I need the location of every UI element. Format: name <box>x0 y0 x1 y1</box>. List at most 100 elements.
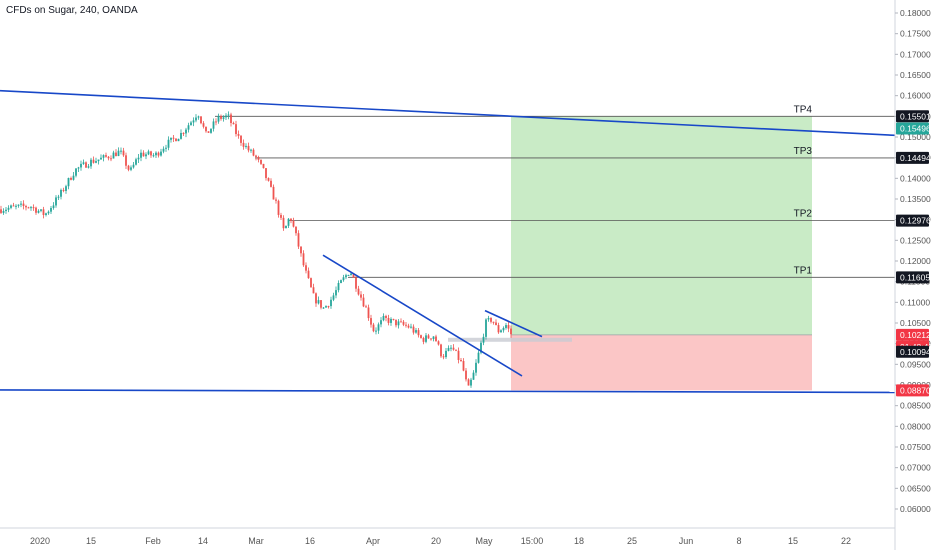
candle-body <box>272 186 275 200</box>
candle-body <box>405 324 407 326</box>
candle-body <box>215 121 217 123</box>
candle-body <box>130 167 132 170</box>
time-tick-label: Feb <box>145 536 161 546</box>
candle-body <box>282 217 285 229</box>
candle-body <box>495 322 497 326</box>
candle-body <box>290 218 292 221</box>
price-tick-label: 0.06500 <box>900 483 931 493</box>
candle-body <box>412 326 415 333</box>
candle-body <box>330 299 332 307</box>
time-tick-label: 16 <box>305 536 315 546</box>
candle-body <box>232 122 235 125</box>
trendline-2[interactable] <box>0 389 896 394</box>
candle-body <box>135 159 137 165</box>
candle-body <box>380 320 382 325</box>
candle-body <box>50 208 52 212</box>
target-zone <box>511 116 812 335</box>
price-tick-label: 0.08500 <box>900 401 931 411</box>
candle-body <box>420 335 422 338</box>
candle-body <box>82 162 85 164</box>
candle-body <box>427 335 430 339</box>
trendline-3[interactable] <box>322 254 523 377</box>
candle-body <box>147 151 150 155</box>
candle-body <box>165 147 167 149</box>
candle-body <box>355 277 357 289</box>
candle-body <box>0 209 2 213</box>
candle-body <box>460 359 462 362</box>
candle-body <box>27 207 30 209</box>
candle-body <box>487 318 490 320</box>
candle-body <box>502 327 505 331</box>
candle-body <box>312 287 315 294</box>
candle-body <box>465 370 467 380</box>
candle-body <box>322 307 325 309</box>
candle-body <box>252 149 255 156</box>
candle-body <box>295 226 297 234</box>
stop-zone <box>511 334 812 391</box>
candle-body <box>277 200 280 215</box>
candle-body <box>275 199 277 201</box>
candle-body <box>65 186 67 191</box>
candle-body <box>482 336 485 343</box>
candle-body <box>347 274 350 276</box>
candle-body <box>342 277 345 281</box>
candle-body <box>390 318 392 323</box>
candle-body <box>407 325 410 328</box>
candle-body <box>117 150 120 157</box>
candle-body <box>490 318 492 322</box>
candle-body <box>317 300 320 304</box>
candle-body <box>387 317 390 323</box>
candle-body <box>417 330 420 336</box>
candle-body <box>120 150 122 152</box>
candle-body <box>60 189 62 197</box>
candle-body <box>137 157 140 160</box>
candle-body <box>450 347 452 349</box>
candle-body <box>152 155 155 157</box>
trendline-4[interactable] <box>484 309 543 338</box>
candle-body <box>70 178 72 180</box>
time-tick-label: Apr <box>366 536 380 546</box>
candle-body <box>372 324 375 332</box>
candle-body <box>212 121 215 129</box>
candle-body <box>42 209 45 215</box>
candle-body <box>477 352 480 363</box>
candle-body <box>97 159 100 162</box>
candle-body <box>395 319 397 326</box>
price-tag <box>896 384 929 397</box>
price-tag-label: 0.11605 <box>900 272 930 282</box>
level-label-tp2: TP2 <box>794 209 813 220</box>
candle-body <box>400 321 402 323</box>
candle-body <box>270 180 272 187</box>
candle-body <box>320 300 322 308</box>
trendline-1[interactable] <box>0 89 896 137</box>
candle-body <box>17 204 20 206</box>
candle-body <box>12 205 15 207</box>
candle-body <box>375 330 377 332</box>
candle-body <box>210 128 212 133</box>
price-tick-label: 0.09500 <box>900 359 931 369</box>
price-tick-label: 0.08000 <box>900 421 931 431</box>
candle-body <box>157 152 160 156</box>
candle-body <box>142 152 145 157</box>
candle-body <box>425 335 427 342</box>
price-tick-label: 0.17500 <box>900 29 931 39</box>
candle-body <box>255 155 257 158</box>
candle-body <box>362 297 365 307</box>
price-tag-label: 0.10094 <box>900 347 931 357</box>
candle-body <box>470 379 472 386</box>
price-tag <box>896 214 929 227</box>
candle-body <box>367 307 370 319</box>
candle-body <box>435 336 437 342</box>
candle-body <box>382 315 385 321</box>
candle-body <box>510 328 512 335</box>
price-tag <box>896 345 929 358</box>
candle-body <box>350 273 352 275</box>
candle-body <box>260 159 262 164</box>
candle-body <box>72 175 75 180</box>
candle-body <box>442 356 445 358</box>
candle-body <box>177 138 180 142</box>
candle-body <box>392 318 395 320</box>
candle-body <box>90 159 92 167</box>
candle-body <box>245 145 247 147</box>
